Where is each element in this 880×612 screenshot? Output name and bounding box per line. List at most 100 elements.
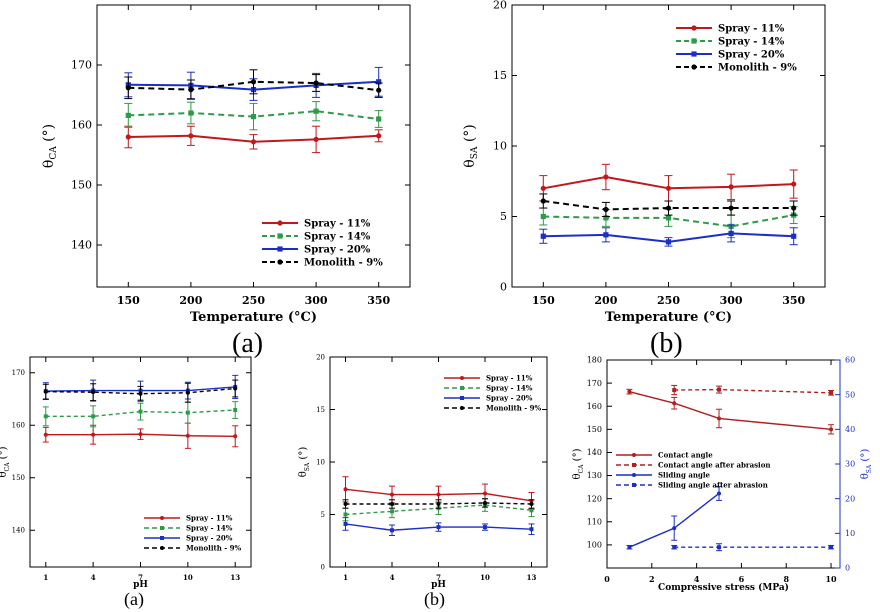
x-tick-label: 7	[138, 573, 143, 582]
y-axis-label: θCA (°)	[572, 448, 585, 479]
data-point	[672, 401, 677, 406]
y-axis-label-main: θ	[462, 159, 478, 167]
legend-label: Monolith - 9%	[718, 62, 797, 73]
legend-label: Sliding angle after abrasion	[658, 480, 768, 489]
legend-label: Spray - 11%	[718, 23, 785, 34]
x-tick-label: 300	[720, 294, 743, 307]
data-point	[91, 414, 96, 419]
legend-marker	[460, 406, 464, 410]
data-point	[91, 432, 96, 437]
y-axis-label-tail: (°)	[41, 124, 57, 146]
caption-bottom-middle: (b)	[424, 589, 445, 609]
data-point	[665, 185, 672, 191]
data-point	[343, 487, 348, 492]
legend-marker	[277, 220, 283, 226]
series-contact-angle-after-abrasion	[671, 384, 835, 396]
data-point	[91, 390, 96, 395]
y-axis-label-main: θ	[41, 160, 57, 168]
data-point	[43, 432, 48, 437]
y-tick-label: 170	[71, 59, 92, 72]
data-point	[791, 233, 797, 239]
y-tick-label: 160	[12, 422, 25, 430]
y-tick-label: 140	[12, 527, 25, 535]
data-point	[540, 213, 546, 220]
x-axis-label: Compressive stress (MPa)	[658, 582, 789, 593]
series-contact-angle	[626, 388, 835, 435]
y-tick-label: 180	[587, 356, 602, 365]
x-tick-label: 10	[480, 573, 490, 582]
data-point	[672, 388, 677, 393]
data-point	[43, 414, 48, 419]
x-tick-label: 350	[367, 294, 390, 307]
x-tick-label: 13	[527, 573, 537, 582]
data-point	[313, 80, 319, 86]
y2-axis-label-sub: SA	[866, 464, 873, 473]
y-tick-label: 170	[12, 369, 25, 377]
data-point	[717, 545, 722, 550]
data-point	[829, 390, 834, 395]
legend-label: Spray - 14%	[186, 523, 233, 532]
series-spray-20-	[342, 517, 535, 536]
data-point	[436, 502, 441, 506]
x-tick-label: 13	[230, 573, 240, 582]
data-point	[529, 527, 534, 532]
series-sliding-angle	[626, 486, 723, 550]
x-tick-label: 150	[532, 294, 555, 307]
data-point	[390, 492, 394, 497]
data-point	[125, 85, 131, 91]
y-tick-label: 140	[587, 448, 602, 457]
y-axis-label: θCA (°)	[41, 124, 59, 168]
x-tick-label: 4	[694, 574, 700, 584]
chart-top_right: 150 200 250 300 350 0 5 10 15 20 Temperature (°C) θ…	[462, 0, 826, 325]
series-sliding-angle-after-abrasion	[671, 543, 835, 552]
legend-label: Contact angle after abrasion	[658, 460, 770, 469]
data-point	[188, 87, 194, 93]
y-tick-label: 110	[587, 517, 602, 526]
y-axis-label-sub: CA	[578, 464, 585, 474]
legend-marker	[632, 463, 636, 467]
x-tick-label: 250	[657, 294, 680, 307]
x-tick-label: 4	[390, 573, 395, 582]
legend-label: Monolith - 9%	[304, 257, 383, 268]
data-point	[185, 390, 190, 395]
legend-label: Spray - 14%	[718, 36, 785, 47]
legend-label: Monolith - 9%	[486, 403, 541, 412]
data-point	[717, 387, 722, 392]
legend-marker	[460, 396, 464, 400]
series-spray-11-	[42, 422, 239, 449]
data-point	[665, 239, 672, 245]
data-point	[138, 391, 143, 396]
data-point	[603, 174, 609, 180]
data-point	[250, 79, 257, 85]
y-tick-label: 150	[12, 474, 25, 482]
legend-marker	[160, 526, 164, 530]
y-tick-label: 20	[316, 353, 325, 361]
data-point	[125, 112, 131, 118]
x-tick-label: 250	[242, 294, 265, 307]
legend-label: Spray - 20%	[486, 393, 533, 402]
data-point	[233, 408, 238, 413]
caption-top-right: (b)	[650, 328, 683, 359]
data-point	[390, 528, 394, 533]
legend-label: Spray - 14%	[486, 383, 533, 392]
data-point	[376, 133, 382, 139]
data-point	[603, 215, 609, 221]
y-tick-label: 160	[587, 402, 602, 411]
data-point	[791, 205, 797, 211]
legend-marker	[460, 376, 464, 380]
legend-marker	[691, 38, 697, 44]
x-tick-label: 300	[305, 294, 328, 307]
y-tick-label: 150	[587, 425, 602, 434]
series-monolith-9-	[124, 69, 383, 100]
x-axis-label: pH	[133, 580, 148, 590]
y-axis-label-tail: (°)	[572, 448, 583, 464]
data-point	[540, 233, 546, 239]
y-tick-label: 5	[500, 210, 507, 223]
legend-label: Spray - 20%	[304, 244, 371, 255]
legend-marker	[632, 453, 636, 457]
legend-label: Spray - 20%	[186, 533, 233, 542]
y-axis-label-sub: CA	[49, 146, 59, 160]
data-point	[138, 409, 143, 414]
y-axis-label-main: θ	[298, 471, 309, 477]
data-point	[829, 545, 834, 550]
